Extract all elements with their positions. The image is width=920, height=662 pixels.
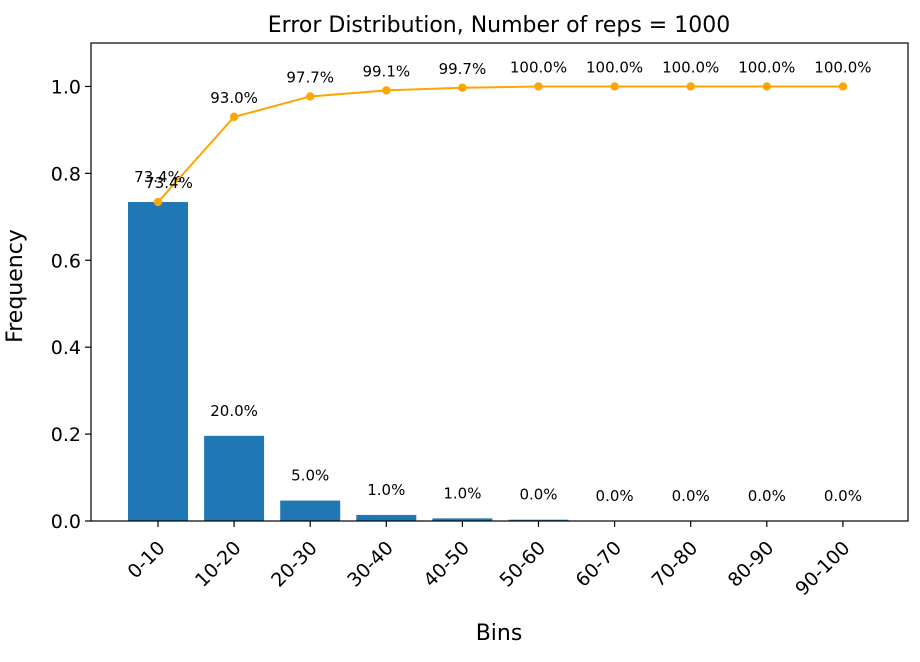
bar-data-label: 0.0% — [596, 487, 634, 505]
x-tick-label: 90-100 — [791, 537, 854, 600]
bar — [432, 518, 493, 521]
bar-data-label: 0.0% — [519, 486, 557, 504]
cumulative-point — [306, 92, 315, 101]
cumulative-data-label: 97.7% — [286, 68, 334, 86]
cumulative-data-label: 99.7% — [439, 60, 487, 78]
y-tick-label: 0.4 — [51, 337, 81, 359]
x-tick-label: 30-40 — [343, 537, 398, 592]
bar-data-label: 1.0% — [367, 481, 405, 499]
y-tick-label: 0.0 — [51, 511, 81, 533]
cumulative-point — [838, 82, 848, 91]
bar-data-label: 0.0% — [824, 487, 862, 505]
chart-title: Error Distribution, Number of reps = 100… — [268, 13, 730, 38]
bar-data-label: 73.4% — [134, 168, 182, 186]
x-tick-label: 80-90 — [724, 537, 779, 592]
bar — [356, 514, 417, 521]
x-tick-label: 60-70 — [572, 537, 627, 592]
cumulative-data-label: 99.1% — [362, 62, 410, 80]
bar — [204, 435, 265, 521]
cumulative-point — [153, 197, 163, 207]
cumulative-point — [762, 82, 771, 91]
cumulative-point — [382, 86, 391, 95]
cumulative-data-label: 100.0% — [814, 58, 871, 76]
bar-data-label: 0.0% — [748, 487, 786, 505]
bar-layer — [128, 202, 569, 521]
bar-data-label: 5.0% — [291, 467, 329, 485]
y-tick-label: 0.8 — [51, 163, 81, 185]
y-tick-label: 1.0 — [51, 76, 81, 98]
cumulative-point — [610, 82, 619, 91]
cumulative-point-layer — [153, 82, 848, 207]
y-axis-label: Frequency — [3, 229, 28, 343]
cumulative-line-layer — [157, 85, 843, 203]
plot-area — [90, 42, 909, 522]
bar — [508, 519, 569, 521]
bar — [128, 202, 188, 521]
bar-label-layer: 73.4% 20.0% 5.0% 1.0% 1.0% 0.0% 0.0% 0.0% 0.0% 0.… — [134, 168, 862, 505]
cumulative-point — [534, 82, 543, 91]
cumulative-data-label: 100.0% — [738, 58, 795, 76]
x-tick-label: 40-50 — [419, 537, 474, 592]
cumulative-data-label: 93.0% — [210, 89, 258, 107]
cumulative-data-label: 100.0% — [662, 58, 719, 76]
bar-data-label: 20.0% — [210, 402, 258, 420]
cumulative-data-label: 100.0% — [510, 58, 567, 76]
cumulative-data-label: 100.0% — [586, 58, 643, 76]
x-tick-label: 50-60 — [495, 537, 550, 592]
cumulative-line — [157, 85, 843, 203]
bar-data-label: 0.0% — [672, 487, 710, 505]
x-tick-label: 20-30 — [267, 537, 322, 592]
y-tick-label: 0.2 — [51, 424, 81, 446]
y-tick-label: 0.6 — [51, 250, 81, 272]
x-tick-label: 0-10 — [123, 537, 169, 583]
x-tick-label: 10-20 — [191, 537, 246, 592]
cumulative-label-layer: 73.4% 93.0% 97.7% 99.1% 99.7% 100.0% 100.0% 100… — [145, 58, 871, 192]
x-axis-label: Bins — [476, 621, 523, 646]
cumulative-point — [686, 82, 695, 91]
cumulative-data-label: 73.4% — [145, 174, 193, 192]
bar — [280, 500, 341, 521]
cumulative-point — [458, 83, 467, 92]
cumulative-point — [229, 112, 239, 122]
bar-data-label: 1.0% — [443, 484, 481, 502]
x-tick-label: 70-80 — [648, 537, 703, 592]
